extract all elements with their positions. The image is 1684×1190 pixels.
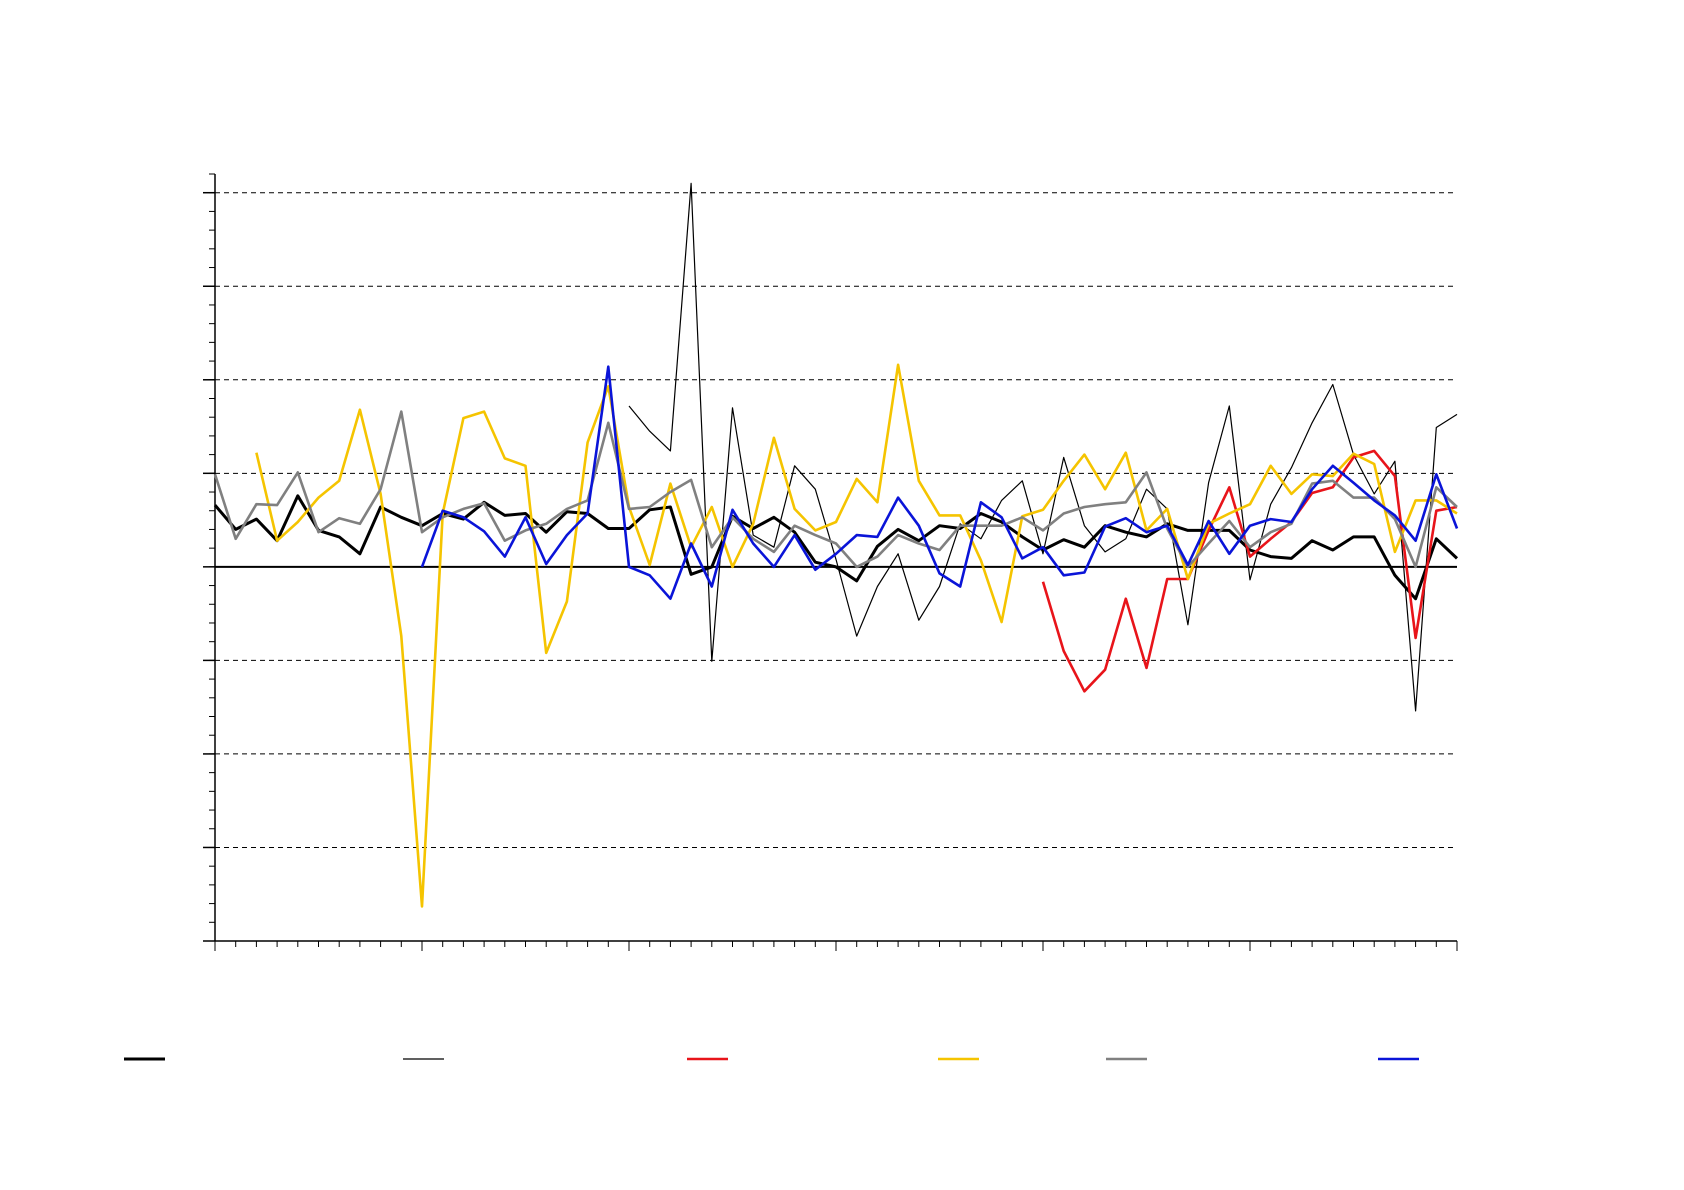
series-line	[213, 494, 1459, 601]
series-line	[213, 410, 1458, 569]
series-line	[628, 182, 1458, 712]
series-line	[255, 363, 1458, 908]
series-line	[1041, 449, 1458, 693]
series-line	[420, 365, 1459, 600]
